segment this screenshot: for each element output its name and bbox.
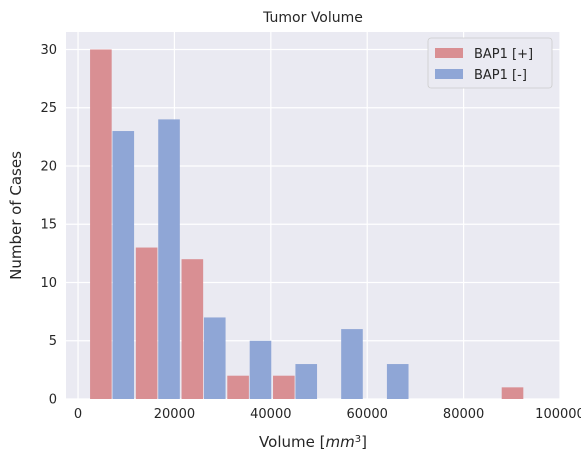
x-tick-label: 0: [74, 407, 82, 422]
y-tick-label: 10: [40, 276, 57, 291]
x-tick-label: 20000: [154, 407, 195, 422]
legend-label: BAP1 [+]: [474, 47, 533, 62]
bar-bap1-pos: [135, 247, 158, 399]
legend-label: BAP1 [-]: [474, 68, 527, 83]
bar-bap1-pos: [501, 387, 524, 399]
x-tick-label: 80000: [443, 407, 484, 422]
bar-bap1-neg: [341, 329, 363, 399]
y-tick-label: 5: [49, 334, 57, 349]
x-axis-label-exponent: 3: [355, 434, 361, 445]
legend: BAP1 [+] BAP1 [-]: [427, 37, 553, 89]
bar-bap1-neg: [386, 364, 409, 399]
x-axis-label: Volume [mm3]: [259, 433, 367, 451]
x-axis-label-close: ]: [361, 433, 367, 451]
bar-bap1-neg: [112, 131, 135, 400]
y-tick-label: 25: [40, 101, 57, 116]
legend-swatch: [435, 48, 463, 58]
x-axis-label-text: Volume [: [259, 433, 325, 451]
x-axis-label-unit: mm: [325, 433, 354, 451]
chart-title: Tumor Volume: [262, 10, 363, 26]
bar-bap1-pos: [90, 49, 112, 399]
bar-bap1-pos: [227, 375, 249, 399]
y-tick-label: 30: [40, 43, 57, 58]
x-tick-label: 60000: [347, 407, 388, 422]
x-tick-label: 40000: [250, 407, 291, 422]
bar-bap1-neg: [249, 340, 272, 399]
tick-labels: 0 20000 40000 60000 80000 100000 0 5 10 15 20 25 30: [40, 43, 581, 422]
y-tick-label: 20: [40, 159, 57, 174]
y-axis-label: Number of Cases: [7, 151, 25, 280]
x-tick-label: 100000: [535, 407, 581, 422]
legend-swatch: [435, 69, 463, 79]
bar-bap1-neg: [295, 364, 318, 399]
bar-bap1-pos: [181, 259, 204, 399]
y-tick-label: 0: [49, 393, 57, 408]
bar-bap1-neg: [203, 317, 226, 399]
bar-bap1-pos: [273, 375, 295, 399]
y-tick-label: 15: [40, 218, 57, 233]
bars: [90, 49, 524, 400]
bar-bap1-neg: [158, 119, 180, 399]
